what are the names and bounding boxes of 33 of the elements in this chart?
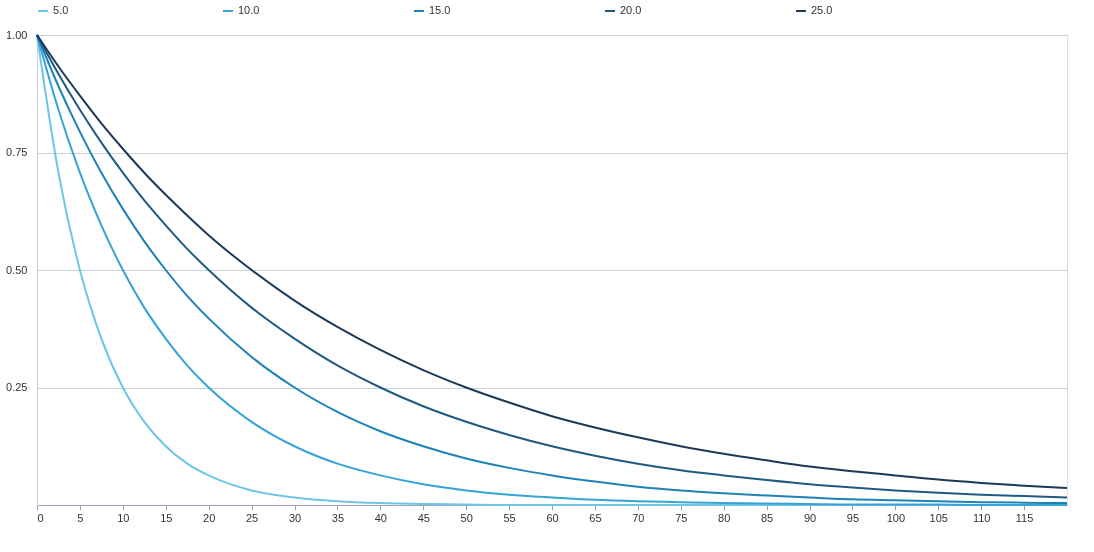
x-tick-label: 0 — [37, 511, 44, 524]
x-tick-label: 35 — [331, 511, 345, 524]
legend-label: 20.0 — [620, 4, 642, 16]
x-tick-label: 100 — [886, 511, 906, 524]
x-tick-label: 115 — [1015, 511, 1034, 524]
x-tick-label: 55 — [503, 511, 516, 524]
x-tick-label: 75 — [675, 511, 688, 524]
x-tick-label: 80 — [718, 511, 731, 524]
x-tick-label: 60 — [546, 511, 559, 524]
x-tick-label: 65 — [589, 511, 602, 524]
x-tick-label: 95 — [846, 511, 860, 524]
x-tick-label: 85 — [760, 511, 774, 524]
x-tick-label: 25 — [245, 511, 259, 524]
y-tick-label: 1.00 — [6, 28, 28, 41]
x-tick-label: 30 — [288, 511, 302, 524]
legend-label: 10.0 — [238, 4, 260, 16]
legend-label: 15.0 — [429, 4, 451, 16]
x-tick-label: 5 — [77, 511, 84, 524]
x-tick-label: 90 — [803, 511, 817, 524]
x-tick-label: 15 — [160, 511, 173, 524]
y-tick-label: 0.25 — [6, 381, 28, 393]
y-tick-label: 0.75 — [6, 146, 28, 158]
legend-label: 5.0 — [53, 4, 69, 16]
x-tick-label: 110 — [972, 511, 991, 524]
x-tick-label: 50 — [460, 511, 473, 524]
x-tick-label: 10 — [117, 511, 130, 524]
x-tick-label: 70 — [632, 511, 645, 524]
x-tick-label: 40 — [374, 511, 387, 524]
legend-label: 25.0 — [811, 4, 833, 16]
y-tick-label: 0.50 — [6, 263, 28, 276]
x-tick-label: 105 — [929, 511, 948, 524]
x-tick-label: 45 — [417, 511, 430, 524]
x-tick-label: 20 — [203, 511, 216, 524]
